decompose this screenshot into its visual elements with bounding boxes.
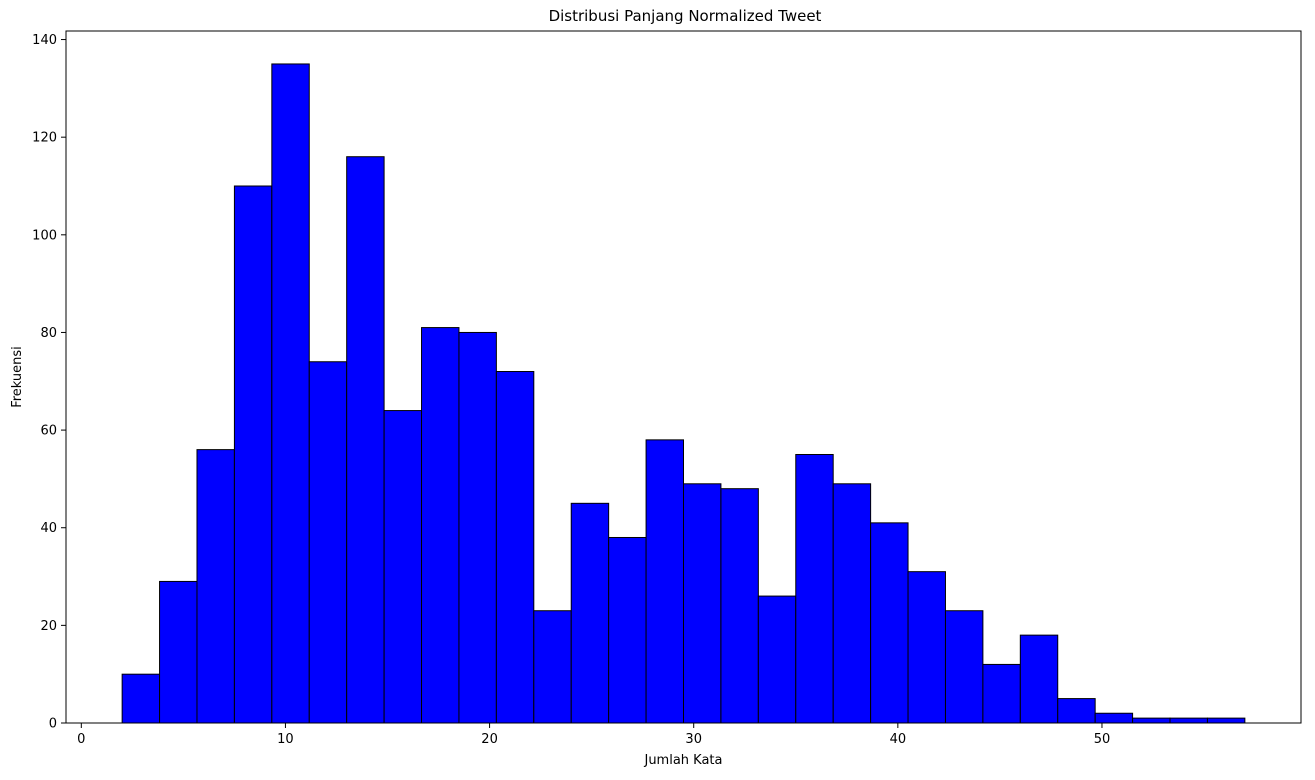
x-tick-label: 30 [685, 732, 702, 747]
histogram-bar [1206, 717, 1246, 724]
histogram-bar [533, 610, 572, 724]
y-tick-label: 20 [40, 619, 57, 634]
plot-frame [65, 30, 1302, 724]
histogram-bar [196, 449, 235, 724]
bars-group [121, 63, 1246, 724]
x-axis-label: Jumlah Kata [643, 753, 722, 768]
y-tick-label: 80 [40, 326, 57, 341]
x-tick-label: 40 [890, 732, 907, 747]
histogram-bar [271, 63, 310, 724]
histogram-bar [570, 502, 610, 724]
y-axis-ticks: 0 20 40 60 80 100 120 140 [32, 33, 66, 732]
y-tick-label: 140 [32, 33, 57, 48]
y-tick-label: 60 [40, 424, 57, 439]
chart-title: Distribusi Panjang Normalized Tweet [549, 7, 822, 25]
histogram-bar [757, 595, 797, 724]
y-tick-label: 40 [40, 521, 57, 536]
histogram-bar [1019, 634, 1059, 724]
x-tick-label: 10 [277, 732, 294, 747]
histogram-bar [1094, 712, 1134, 724]
histogram-bar [944, 610, 984, 724]
histogram-bar [421, 327, 460, 724]
histogram-bar [1057, 698, 1096, 724]
histogram-bar [159, 580, 198, 724]
histogram-bar [870, 522, 909, 724]
histogram-bar [683, 483, 722, 724]
y-tick-label: 120 [32, 131, 57, 146]
histogram-bar [795, 453, 834, 724]
histogram-bar [645, 439, 684, 724]
histogram-bar [608, 536, 647, 724]
histogram-bar [121, 673, 161, 724]
x-tick-label: 0 [77, 732, 85, 747]
histogram-bar [907, 571, 946, 724]
histogram-bar [346, 156, 385, 724]
histogram-bar [1132, 717, 1171, 724]
x-tick-label: 20 [481, 732, 498, 747]
histogram-bar [458, 331, 497, 724]
histogram-bar [383, 410, 423, 724]
histogram-bar [982, 663, 1021, 724]
x-axis-ticks: 0 10 20 30 40 50 [77, 723, 1110, 747]
histogram-bar [495, 371, 535, 724]
histogram-bar [720, 488, 759, 724]
histogram-bar [1169, 717, 1208, 724]
histogram-bar [832, 483, 872, 724]
y-tick-label: 0 [49, 717, 57, 732]
histogram-bar [233, 185, 273, 724]
y-tick-label: 100 [32, 228, 57, 243]
x-tick-label: 50 [1094, 732, 1111, 747]
histogram-bar [308, 361, 348, 724]
y-axis-label: Frekuensi [10, 346, 25, 408]
